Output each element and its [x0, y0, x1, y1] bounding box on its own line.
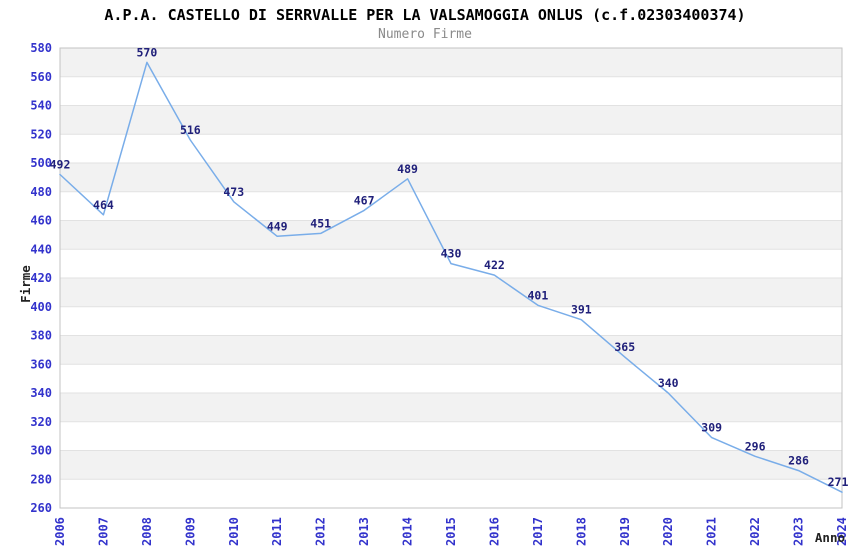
y-tick-label: 280 [30, 472, 52, 486]
x-tick-label: 2011 [270, 517, 284, 546]
x-tick-label: 2012 [314, 517, 328, 546]
plot-band [60, 163, 842, 192]
x-tick-label: 2013 [357, 517, 371, 546]
data-label: 451 [310, 216, 331, 230]
data-label: 430 [441, 247, 462, 261]
plot-band [60, 278, 842, 307]
data-label: 401 [527, 288, 548, 302]
x-tick-label: 2023 [792, 517, 806, 546]
data-line [59, 61, 843, 493]
data-label: 365 [614, 340, 635, 354]
data-label: 492 [50, 158, 71, 172]
x-axis-title: Anno [815, 530, 845, 545]
data-label: 286 [788, 454, 809, 468]
x-tick-label: 2006 [53, 517, 67, 546]
x-tick-label: 2022 [748, 517, 762, 546]
x-tick-label: 2008 [140, 517, 154, 546]
data-label: 422 [484, 258, 505, 272]
y-tick-label: 300 [30, 444, 52, 458]
data-label: 473 [223, 185, 244, 199]
y-tick-label: 520 [30, 127, 52, 141]
data-label: 570 [136, 45, 157, 59]
plot-band [60, 105, 842, 135]
plot-band [60, 220, 842, 250]
y-tick-label: 460 [30, 214, 52, 228]
data-label: 516 [180, 123, 201, 137]
y-tick-label: 360 [30, 357, 52, 371]
data-label: 489 [397, 162, 418, 176]
y-tick-label: 420 [30, 271, 52, 285]
data-label: 391 [571, 303, 592, 317]
x-tick-label: 2024 [835, 517, 849, 546]
y-tick-label: 480 [30, 185, 52, 199]
y-tick-label: 260 [30, 501, 52, 515]
y-tick-label: 340 [30, 386, 52, 400]
y-tick-label: 440 [30, 242, 52, 256]
x-tick-label: 2017 [531, 517, 545, 546]
data-label: 449 [267, 219, 288, 233]
data-label: 467 [354, 193, 375, 207]
plot-band [60, 335, 842, 365]
x-tick-label: 2015 [444, 517, 458, 546]
x-tick-label: 2010 [227, 517, 241, 546]
y-tick-label: 500 [30, 156, 52, 170]
plot-band [60, 450, 842, 480]
y-tick-label: 320 [30, 415, 52, 429]
data-label: 309 [701, 421, 722, 435]
y-tick-label: 540 [30, 99, 52, 113]
x-tick-label: 2016 [487, 517, 501, 546]
chart-subtitle: Numero Firme [378, 27, 472, 42]
data-label: 464 [93, 198, 114, 212]
plot-band [60, 48, 842, 77]
y-tick-label: 380 [30, 329, 52, 343]
y-tick-label: 580 [30, 41, 52, 55]
x-tick-label: 2007 [96, 517, 110, 546]
plot-band [60, 393, 842, 422]
data-label: 271 [828, 475, 849, 489]
data-label: 340 [658, 376, 679, 390]
x-tick-label: 2021 [705, 517, 719, 546]
plot-border [59, 47, 843, 509]
y-axis-title: Firme [18, 265, 33, 303]
x-tick-label: 2020 [661, 517, 675, 546]
data-label: 296 [745, 439, 766, 453]
x-tick-label: 2009 [183, 517, 197, 546]
x-tick-label: 2018 [574, 517, 588, 546]
chart-title: A.P.A. CASTELLO DI SERRVALLE PER LA VALS… [104, 6, 746, 24]
y-tick-label: 560 [30, 70, 52, 84]
y-tick-label: 400 [30, 300, 52, 314]
x-tick-label: 2014 [401, 517, 415, 546]
x-tick-label: 2019 [618, 517, 632, 546]
